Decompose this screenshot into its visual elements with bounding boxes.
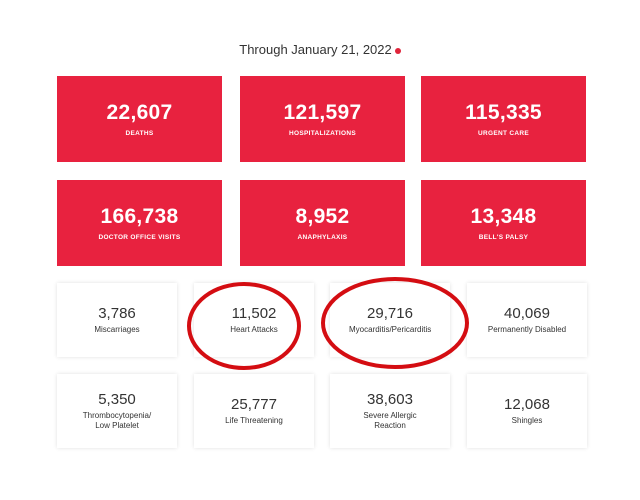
stat-number: 40,069 [504,304,550,322]
stat-card: 11,502 Heart Attacks [194,283,314,357]
stat-card: 22,607 DEATHS [57,76,222,162]
stat-number: 29,716 [367,304,413,322]
stat-card: 13,348 BELL'S PALSY [421,180,586,266]
header: Through January 21, 2022 [0,42,640,57]
stat-label: ANAPHYLAXIS [297,234,348,241]
stat-label: Miscarriages [94,324,140,334]
stat-number: 5,350 [98,390,136,408]
stat-number: 8,952 [295,205,350,228]
stat-label: DOCTOR OFFICE VISITS [98,234,181,241]
stat-label: Heart Attacks [230,324,278,334]
red-dot [394,47,401,54]
stat-number: 3,786 [98,304,136,322]
stat-card: 12,068 Shingles [467,374,587,448]
stat-card: 29,716 Myocarditis/Pericarditis [330,283,450,357]
stat-card: 166,738 DOCTOR OFFICE VISITS [57,180,222,266]
stat-card: 121,597 HOSPITALIZATIONS [240,76,405,162]
stat-label: Myocarditis/Pericarditis [349,324,432,334]
stat-label: URGENT CARE [478,130,529,137]
stat-card: 3,786 Miscarriages [57,283,177,357]
stat-number: 38,603 [367,390,413,408]
stat-number: 166,738 [100,205,179,228]
stat-card: 8,952 ANAPHYLAXIS [240,180,405,266]
stat-number: 11,502 [231,304,277,322]
stat-label: Severe Allergic Reaction [363,410,417,430]
stat-label: Permanently Disabled [487,324,567,334]
title: Through January 21, 2022 [239,42,392,57]
stat-label: HOSPITALIZATIONS [288,130,357,137]
stat-card: 115,335 URGENT CARE [421,76,586,162]
stat-number: 115,335 [465,101,542,124]
stat-number: 12,068 [504,395,550,413]
stat-label: Shingles [511,415,543,425]
stat-label: Life Threatening [225,415,283,425]
stat-card: 38,603 Severe Allergic Reaction [330,374,450,448]
stat-number: 13,348 [470,205,537,228]
stat-card: 25,777 Life Threatening [194,374,314,448]
stat-label: DEATHS [125,130,154,137]
stat-label: Thrombocytopenia/ Low Platelet [82,410,152,430]
stat-card: 40,069 Permanently Disabled [467,283,587,357]
stat-number: 25,777 [231,395,277,413]
stat-card: 5,350 Thrombocytopenia/ Low Platelet [57,374,177,448]
stat-number: 121,597 [283,101,362,124]
stat-number: 22,607 [106,101,173,124]
stat-label: BELL'S PALSY [478,234,529,241]
